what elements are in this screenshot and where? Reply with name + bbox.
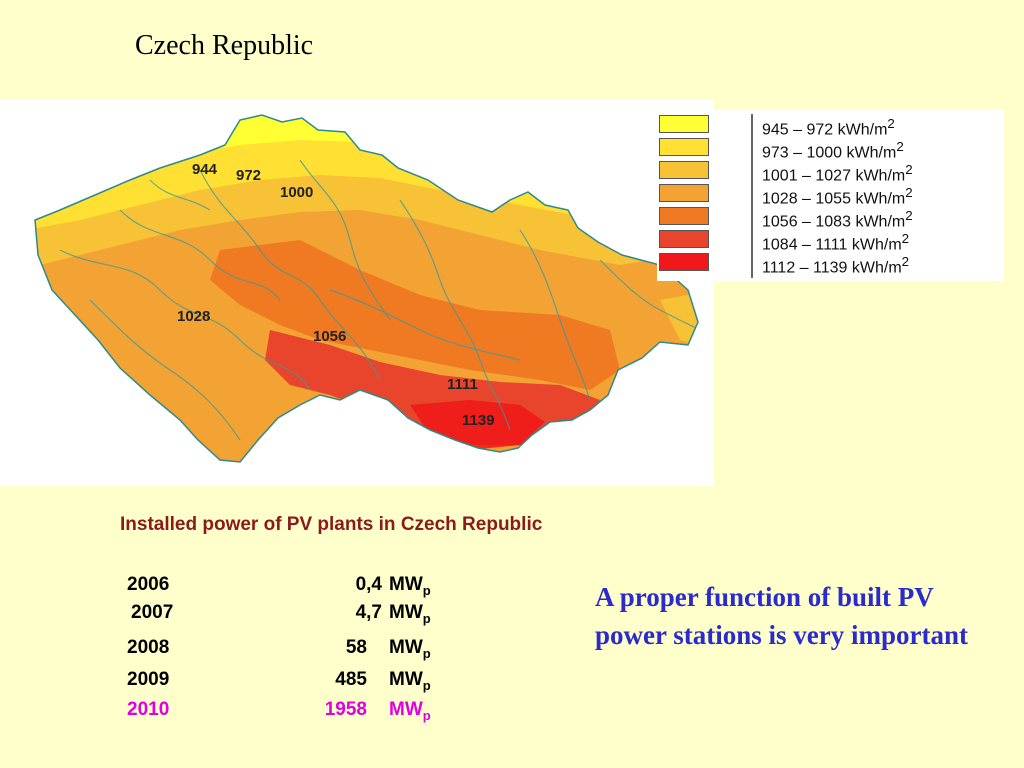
contour-label: 944: [192, 161, 218, 178]
legend-swatch: [659, 138, 709, 156]
legend-swatch: [659, 161, 709, 179]
legend-item: 973 – 1000 kWh/m2: [657, 137, 1004, 161]
legend-item: 945 – 972 kWh/m2: [657, 114, 1004, 138]
pv-table-title: Installed power of PV plants in Czech Re…: [120, 514, 543, 535]
pv-unit: MWp: [389, 574, 431, 598]
contour-label: 1056: [313, 328, 346, 345]
pv-year: 2007: [131, 602, 174, 623]
contour-labels: 944 972 1000 1028 1056 1111 1139: [177, 161, 495, 429]
pv-value: 1958: [324, 699, 367, 720]
pv-value: 58: [345, 637, 367, 658]
contour-label: 1000: [280, 184, 313, 201]
legend-label: 1028 – 1055 kWh/m2: [762, 185, 913, 208]
legend-item: 1084 – 1111 kWh/m2: [657, 229, 1004, 253]
pv-unit: MWp: [389, 699, 431, 723]
pv-value: 4,7: [355, 602, 382, 623]
irradiation-zones: [35, 115, 698, 462]
legend-label: 1056 – 1083 kWh/m2: [762, 208, 913, 231]
contour-label: 972: [236, 167, 261, 184]
pv-unit: MWp: [389, 669, 431, 693]
legend-item: 1112 – 1139 kWh/m2: [657, 252, 1004, 276]
contour-label: 1028: [177, 308, 210, 325]
legend-swatch: [659, 207, 709, 225]
solar-irradiation-map: 944 972 1000 1028 1056 1111 1139: [0, 100, 714, 486]
pv-unit: MWp: [389, 637, 431, 661]
pv-year: 2010: [127, 699, 170, 720]
river-lines: [59, 159, 698, 441]
pv-year: 2008: [127, 637, 170, 658]
legend-label: 973 – 1000 kWh/m2: [762, 139, 904, 162]
legend-item: 1056 – 1083 kWh/m2: [657, 206, 1004, 230]
legend-item: 1001 – 1027 kWh/m2: [657, 160, 1004, 184]
pv-year: 2006: [127, 574, 170, 595]
pv-year: 2009: [127, 669, 170, 690]
pv-value: 485: [335, 669, 367, 690]
pv-unit: MWp: [389, 602, 431, 626]
legend-swatch: [659, 230, 709, 248]
legend-label: 1001 – 1027 kWh/m2: [762, 162, 913, 185]
legend-label: 1112 – 1139 kWh/m2: [762, 254, 910, 277]
map-legend: 945 – 972 kWh/m2 973 – 1000 kWh/m2 1001 …: [657, 110, 1004, 281]
conclusion-note: A proper function of built PV power stat…: [595, 582, 968, 650]
legend-swatch: [659, 253, 709, 271]
contour-label: 1139: [462, 412, 495, 429]
legend-item: 1028 – 1055 kWh/m2: [657, 183, 1004, 207]
legend-divider: [751, 114, 753, 278]
contour-label: 1111: [447, 376, 478, 393]
legend-label: 1084 – 1111 kWh/m2: [762, 231, 910, 254]
slide-title: Czech Republic: [135, 30, 314, 61]
legend-label: 945 – 972 kWh/m2: [762, 116, 895, 139]
legend-swatch: [659, 115, 709, 133]
country-border: [34, 114, 699, 463]
czech-map-svg: 944 972 1000 1028 1056 1111 1139: [34, 114, 699, 463]
legend-swatch: [659, 184, 709, 202]
pv-value: 0,4: [355, 574, 382, 595]
